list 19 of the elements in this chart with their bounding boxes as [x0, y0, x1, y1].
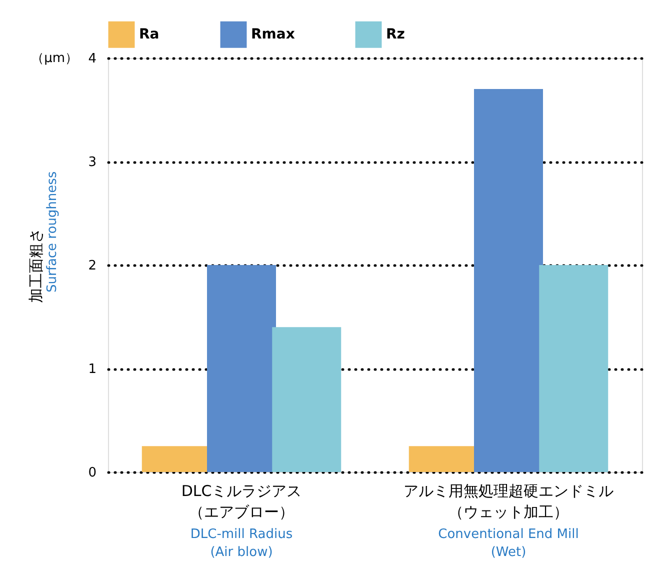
bar [272, 327, 342, 472]
y-tick-label: 2 [88, 258, 96, 274]
bar [207, 265, 276, 472]
y-tick-label: 1 [88, 362, 96, 377]
text: （μm） [31, 51, 78, 66]
legend-label: Rmax [251, 26, 295, 43]
x-tick-label: DLCミルラジアス（エアブロー） [181, 482, 302, 521]
text: Surface roughness [45, 171, 60, 292]
y-tick-label: 4 [88, 52, 96, 66]
legend-label: Rz [386, 26, 405, 43]
y-axis-title: 加工面粗さ [27, 228, 46, 303]
text: Conventional End Mill (Wet) [438, 527, 579, 560]
text: DLC-mill Radius (Air blow) [190, 527, 293, 560]
legend-label: Ra [139, 26, 160, 43]
y-tick-label: 0 [88, 466, 96, 480]
bar [474, 89, 543, 472]
x-tick-label: アルミ用無処理超硬エンドミル（ウェット加工） [404, 482, 614, 521]
bar [539, 265, 608, 472]
y-tick-label: 3 [88, 155, 96, 170]
